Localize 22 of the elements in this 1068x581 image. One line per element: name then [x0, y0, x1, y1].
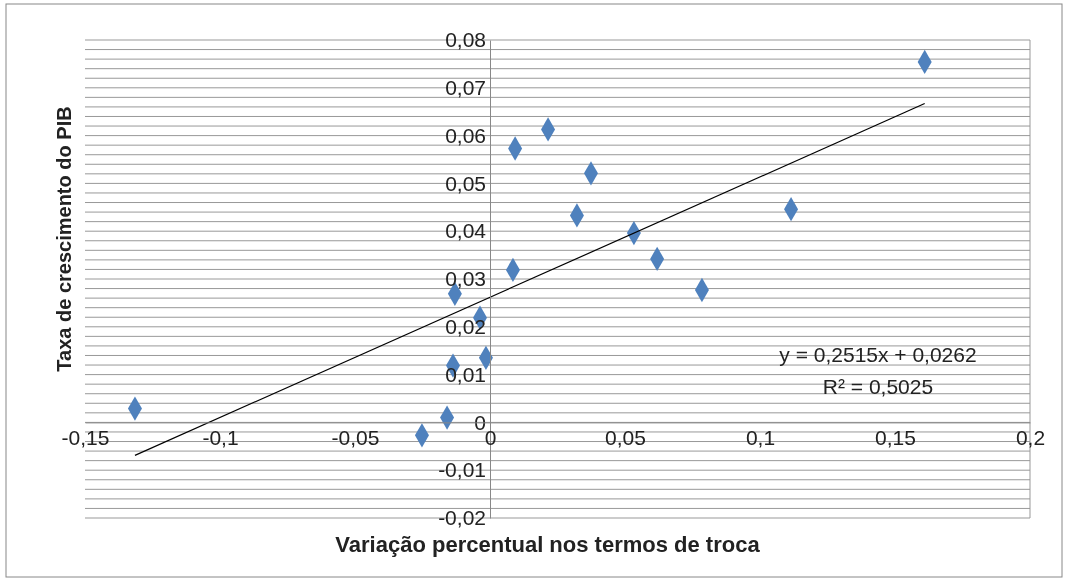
x-tick-label: 0,2 [1015, 426, 1046, 450]
x-tick-label: -0,1 [202, 426, 239, 450]
x-tick-label: 0,1 [745, 426, 776, 450]
x-tick-label: -0,05 [331, 426, 380, 450]
y-tick-label: 0,01 [445, 362, 486, 386]
y-tick-label: -0,01 [438, 458, 486, 482]
annotation: y = 0,2515x + 0,0262 [779, 343, 977, 366]
y-tick-label: 0 [474, 410, 486, 434]
x-tick-label: 0,15 [875, 426, 916, 450]
y-tick-label: -0,02 [438, 506, 486, 530]
y-tick-label: 0,02 [445, 315, 486, 339]
y-tick-label: 0,08 [445, 28, 486, 52]
y-tick-label: 0,06 [445, 123, 486, 147]
y-tick-label: 0,07 [445, 76, 486, 100]
y-tick-label: 0,03 [445, 267, 486, 291]
x-tick-label: -0,15 [61, 426, 110, 450]
x-tick-label: 0,05 [605, 426, 646, 450]
x-axis-title: Variação percentual nos termos de troca [335, 532, 761, 557]
y-tick-label: 0,05 [445, 171, 486, 195]
annotation: R² = 0,5025 [822, 375, 934, 398]
y-tick-label: 0,04 [445, 219, 487, 243]
y-axis-title: Taxa de crescimento do PIB [53, 106, 75, 372]
